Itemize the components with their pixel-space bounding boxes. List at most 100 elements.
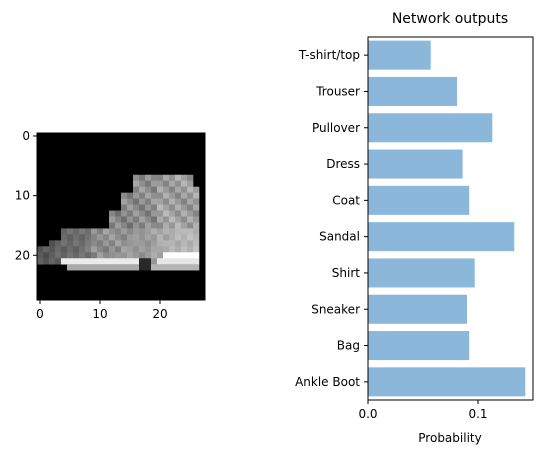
image-pixel [139,240,146,247]
image-pixel [85,252,92,259]
image-pixel [175,216,182,223]
image-pixel [91,240,98,247]
image-pixel [61,246,68,253]
image-pixel [157,234,164,241]
image-pixel [61,240,68,247]
image-pixel [73,234,80,241]
image-x-tick-label: 0 [36,307,44,321]
image-pixel [193,210,200,217]
image-pixel [139,228,146,235]
image-pixel [187,174,194,182]
image-pixel [79,246,86,253]
image-pixel [67,258,74,265]
image-pixel [133,222,140,229]
image-pixel [169,246,176,253]
image-y-tick-label: 20 [15,248,30,262]
image-pixel [67,264,74,271]
image-pixel [157,252,164,259]
image-pixel [157,216,164,223]
image-pixel [175,192,182,199]
image-pixel [169,210,176,217]
image-pixel [43,252,50,259]
image-pixel [73,264,80,271]
image-pixel [73,252,80,259]
image-x-tick-label: 10 [92,307,107,321]
bar-category-label: Bag [337,339,360,353]
image-pixel [169,204,176,211]
bar [368,258,475,288]
image-pixel [157,198,164,205]
image-pixel [145,192,152,199]
image-pixel [169,174,176,182]
image-pixel [175,210,182,217]
image-pixel [91,252,98,259]
image-pixel [181,180,188,187]
image-pixel [127,216,134,223]
image-pixel [145,210,152,217]
image-pixel [121,234,128,241]
image-pixel [79,228,86,235]
image-pixel [43,246,50,253]
image-pixel [145,180,152,187]
image-pixel [187,246,194,253]
image-pixel [67,246,74,253]
bar-category-label: Sandal [319,230,360,244]
image-pixel [175,228,182,235]
image-pixel [121,222,128,229]
image-pixel [163,174,170,182]
image-pixel [163,234,170,241]
image-pixel [109,228,116,235]
image-pixel [73,228,80,235]
image-pixel [169,264,176,271]
image-pixel [67,252,74,259]
image-pixel [115,216,122,223]
image-pixel [121,198,128,205]
image-pixel [169,240,176,247]
image-pixel [109,210,116,217]
image-pixel [187,186,194,193]
image-pixel [145,222,152,229]
image-pixel [97,264,104,271]
image-pixel [49,240,56,247]
image-pixel [97,258,104,265]
image-pixel [139,198,146,205]
image-pixel [157,222,164,229]
image-pixel [169,216,176,223]
image-pixel [127,222,134,229]
image-pixel [55,258,62,265]
image-pixel [115,264,122,271]
image-pixel [187,252,194,259]
image-pixel [133,240,140,247]
image-pixel [151,198,158,205]
bar [368,113,493,143]
image-pixel [139,264,146,271]
image-pixel [181,234,188,241]
image-pixel [139,246,146,253]
image-pixel [181,222,188,229]
image-pixel [193,216,200,223]
bar-x-tick-label: 0.1 [468,407,487,421]
image-pixel [187,216,194,223]
image-pixel [181,192,188,199]
image-pixel [163,210,170,217]
image-pixel [121,228,128,235]
image-pixel [151,204,158,211]
image-pixel [133,198,140,205]
image-pixel [187,192,194,199]
image-pixel [115,240,122,247]
image-pixel [175,222,182,229]
image-pixel [127,240,134,247]
image-pixel [85,258,92,265]
image-pixel [139,204,146,211]
image-pixel [163,180,170,187]
image-pixel [145,174,152,182]
image-pixel [79,234,86,241]
image-pixel [133,264,140,271]
image-pixel [97,246,104,253]
image-pixel [97,240,104,247]
image-pixel [121,210,128,217]
image-pixel [193,252,200,259]
image-pixel [151,234,158,241]
image-pixel [187,222,194,229]
